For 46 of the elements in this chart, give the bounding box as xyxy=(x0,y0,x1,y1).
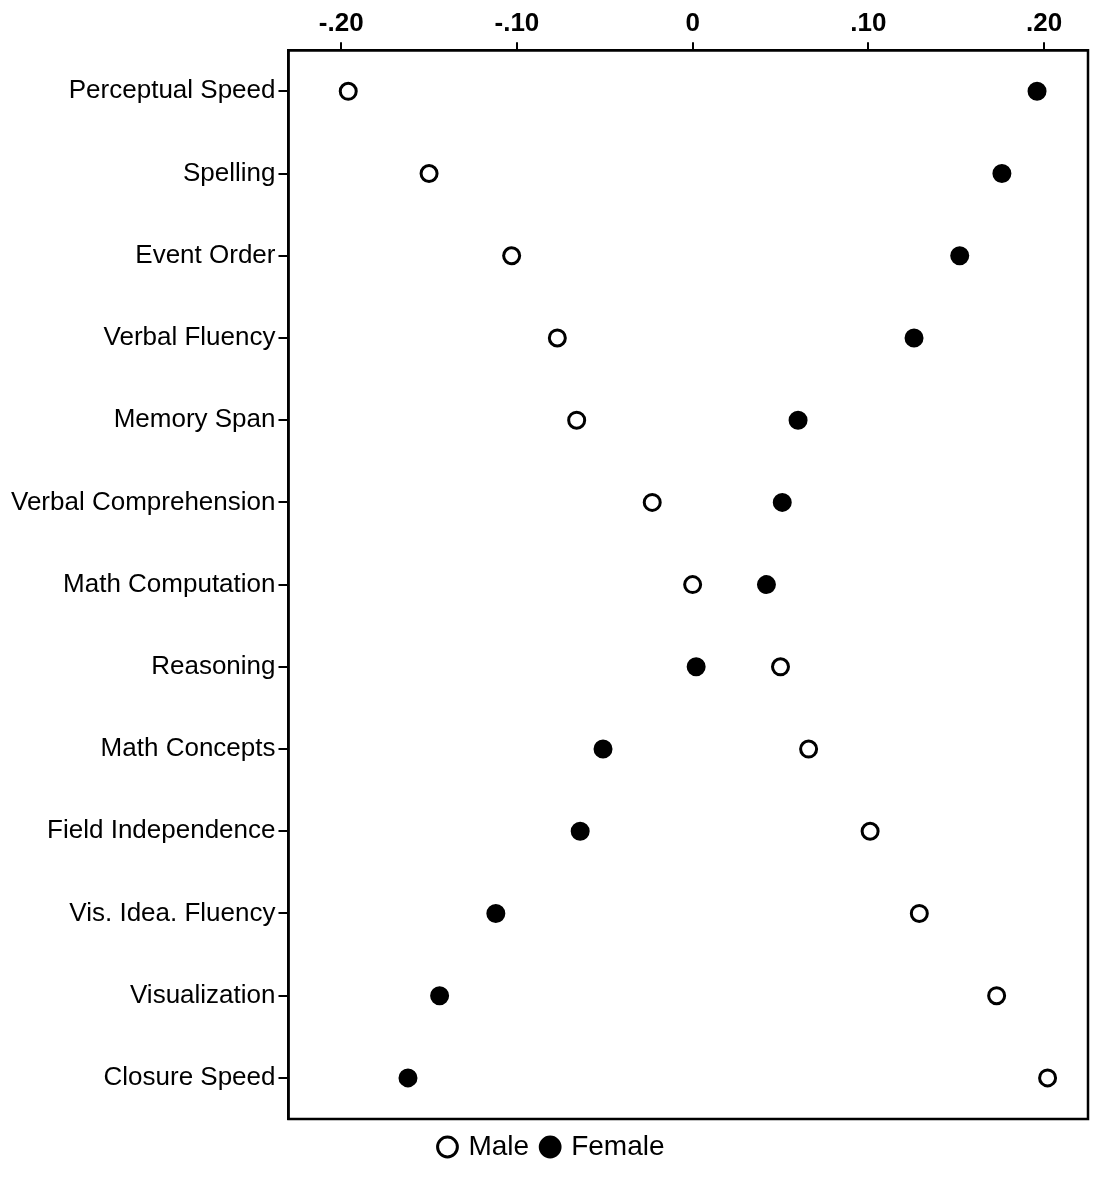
point xyxy=(547,328,567,348)
legend-label: Female xyxy=(571,1129,665,1161)
y-tick-label: Event Order xyxy=(135,238,276,269)
y-tick-label: Verbal Comprehension xyxy=(10,485,276,516)
y-tick-label: Perceptual Speed xyxy=(68,74,276,105)
point xyxy=(686,657,706,677)
point xyxy=(788,410,808,430)
y-tick-label: Closure Speed xyxy=(103,1061,276,1092)
x-tick-label: 0 xyxy=(685,6,700,37)
point xyxy=(567,410,587,430)
point xyxy=(642,492,662,512)
point xyxy=(486,903,506,923)
point xyxy=(799,739,819,759)
y-tick-label: Math Computation xyxy=(63,567,276,598)
point xyxy=(1027,81,1047,101)
point xyxy=(1038,1068,1058,1088)
point xyxy=(338,81,358,101)
legend-label: Male xyxy=(468,1129,530,1161)
point xyxy=(860,821,880,841)
point xyxy=(430,986,450,1006)
point xyxy=(909,903,929,923)
x-tick-label: -.10 xyxy=(494,6,540,37)
x-tick-label: -.20 xyxy=(318,6,364,37)
y-tick-label: Vis. Idea. Fluency xyxy=(69,896,276,927)
point xyxy=(419,164,439,184)
point xyxy=(502,246,522,266)
x-tick-label: .20 xyxy=(1025,6,1063,37)
point xyxy=(683,575,703,595)
point xyxy=(593,739,613,759)
point xyxy=(398,1068,418,1088)
point xyxy=(570,821,590,841)
y-tick-label: Verbal Fluency xyxy=(103,321,276,352)
point xyxy=(772,492,792,512)
y-tick-label: Visualization xyxy=(129,978,276,1009)
y-tick-label: Field Independence xyxy=(47,814,276,845)
point xyxy=(950,246,970,266)
x-tick-label: .10 xyxy=(850,6,887,37)
point xyxy=(904,328,924,348)
y-tick-label: Math Concepts xyxy=(100,732,276,763)
y-tick-label: Memory Span xyxy=(113,403,276,434)
point xyxy=(992,164,1012,184)
y-tick-label: Reasoning xyxy=(151,649,276,680)
point xyxy=(987,986,1007,1006)
point xyxy=(771,657,790,677)
point xyxy=(756,575,776,595)
y-tick-label: Spelling xyxy=(182,156,276,187)
